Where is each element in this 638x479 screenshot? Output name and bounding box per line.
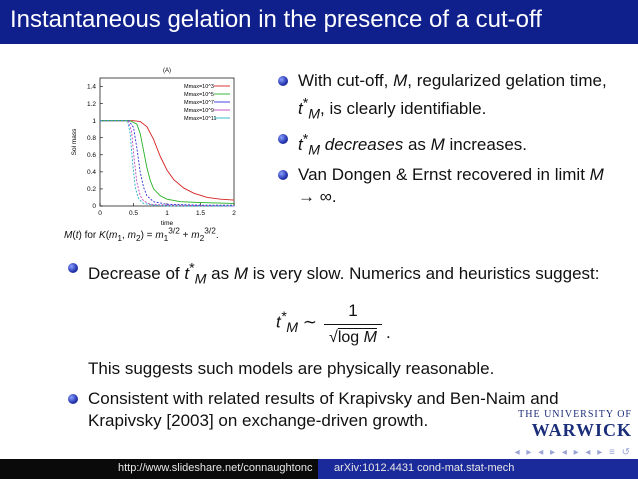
lower-content: Decrease of t*M as M is very slow. Numer… (66, 257, 626, 435)
legend-label: Mmax=10^11 (184, 116, 217, 122)
right-bullet-list: With cut-off, M, regularized gelation ti… (276, 70, 616, 211)
bullet-item: Van Dongen & Ernst recovered in limit M … (276, 164, 616, 208)
bullet-icon (68, 263, 78, 273)
chart-layer: (A) 0 0.5 1 1.5 2 0 0.2 0.4 0.6 0.8 1 1.2 1.4 time Sol … (71, 68, 236, 227)
legend-label: Mmax=10^5 (184, 92, 214, 98)
formula-numerator: 1 (348, 301, 358, 321)
y-tick-label: 1.2 (87, 101, 96, 108)
bullet-text: t*M decreases as M increases. (298, 131, 527, 159)
bullet-text: Van Dongen & Ernst recovered in limit M … (298, 165, 604, 207)
y-tick-label: 0.2 (87, 186, 96, 193)
series-line (100, 120, 234, 207)
bullet-text: Decrease of t*M as M is very slow. Numer… (88, 260, 600, 288)
legend-label: Mmax=10^7 (184, 100, 214, 106)
bullet-text: With cut-off, M, regularized gelation ti… (298, 71, 607, 123)
y-tick-label: 0.6 (87, 152, 96, 159)
warwick-logo: THE UNIVERSITY OF WARWICK (518, 409, 632, 441)
series-line (100, 120, 235, 201)
formula-lhs: t*M ∼ (276, 309, 318, 337)
x-axis-label: time (161, 220, 174, 227)
x-tick-label: 2 (232, 210, 236, 217)
bullet-icon (278, 76, 288, 86)
bullet-item: With cut-off, M, regularized gelation ti… (276, 70, 616, 125)
y-tick-label: 0.8 (87, 135, 96, 142)
formula: t*M ∼ 1 √log M . (66, 300, 626, 346)
x-tick-label: 1.5 (196, 210, 205, 217)
legend-label: Mmax=10^9 (184, 108, 214, 114)
x-tick-label: 0.5 (129, 210, 138, 217)
logo-line1: THE UNIVERSITY OF (518, 409, 632, 420)
series-line (100, 120, 235, 207)
y-axis-label: Sol mass (71, 128, 78, 155)
figure-caption: M(t) for K(m1, m2) = m13/2 + m23/2. (64, 226, 219, 243)
bullet-icon (68, 394, 78, 405)
legend-label: Mmax=10^3 (184, 84, 214, 90)
logo-line2: WARWICK (531, 420, 632, 440)
formula-denominator: √log M (329, 329, 377, 347)
footer-right-text: arXiv:1012.4431 cond-mat.stat-mech (334, 462, 515, 474)
slide-title-bar: Instantaneous gelation in the presence o… (0, 0, 638, 44)
y-tick-label: 1 (92, 118, 96, 125)
bullet-text: Consistent with related results of Krapi… (88, 389, 559, 431)
footer-right-box (318, 459, 638, 479)
formula-period: . (386, 323, 391, 343)
formula-fraction: 1 √log M (324, 300, 382, 349)
series-line (100, 120, 234, 206)
bullet-item: Decrease of t*M as M is very slow. Numer… (66, 257, 626, 290)
y-tick-label: 0 (92, 203, 96, 210)
chart-title: (A) (163, 68, 171, 74)
plain-text: This suggests such models are physically… (88, 359, 495, 379)
sol-mass-chart: (A) 0 0.5 1 1.5 2 0 0.2 0.4 0.6 0.8 1 1.2 1.4 time Sol … (71, 68, 236, 227)
bullet-icon (278, 170, 288, 181)
footer-left-link[interactable]: http://www.slideshare.net/connaughtonc (118, 462, 313, 474)
series-line (100, 120, 235, 204)
slide-title: Instantaneous gelation in the presence o… (10, 6, 542, 33)
fraction-bar (324, 324, 382, 326)
x-tick-label: 0 (98, 210, 102, 217)
x-tick-label: 1 (165, 210, 169, 217)
y-tick-label: 1.4 (87, 84, 96, 91)
y-tick-label: 0.4 (87, 169, 96, 176)
bullet-item: Consistent with related results of Krapi… (66, 388, 626, 432)
bullet-item: t*M decreases as M increases. (276, 128, 616, 161)
footer-bar: http://www.slideshare.net/connaughtonc a… (0, 459, 638, 479)
figure-caption-text: M(t) for K(m1, m2) = m13/2 + m23/2. (64, 226, 219, 244)
beamer-navigation[interactable]: ◂ ▸ ◂ ▸ ◂ ▸ ◂ ▸ ≡ ↺ (514, 447, 632, 458)
bullet-icon (278, 134, 288, 145)
